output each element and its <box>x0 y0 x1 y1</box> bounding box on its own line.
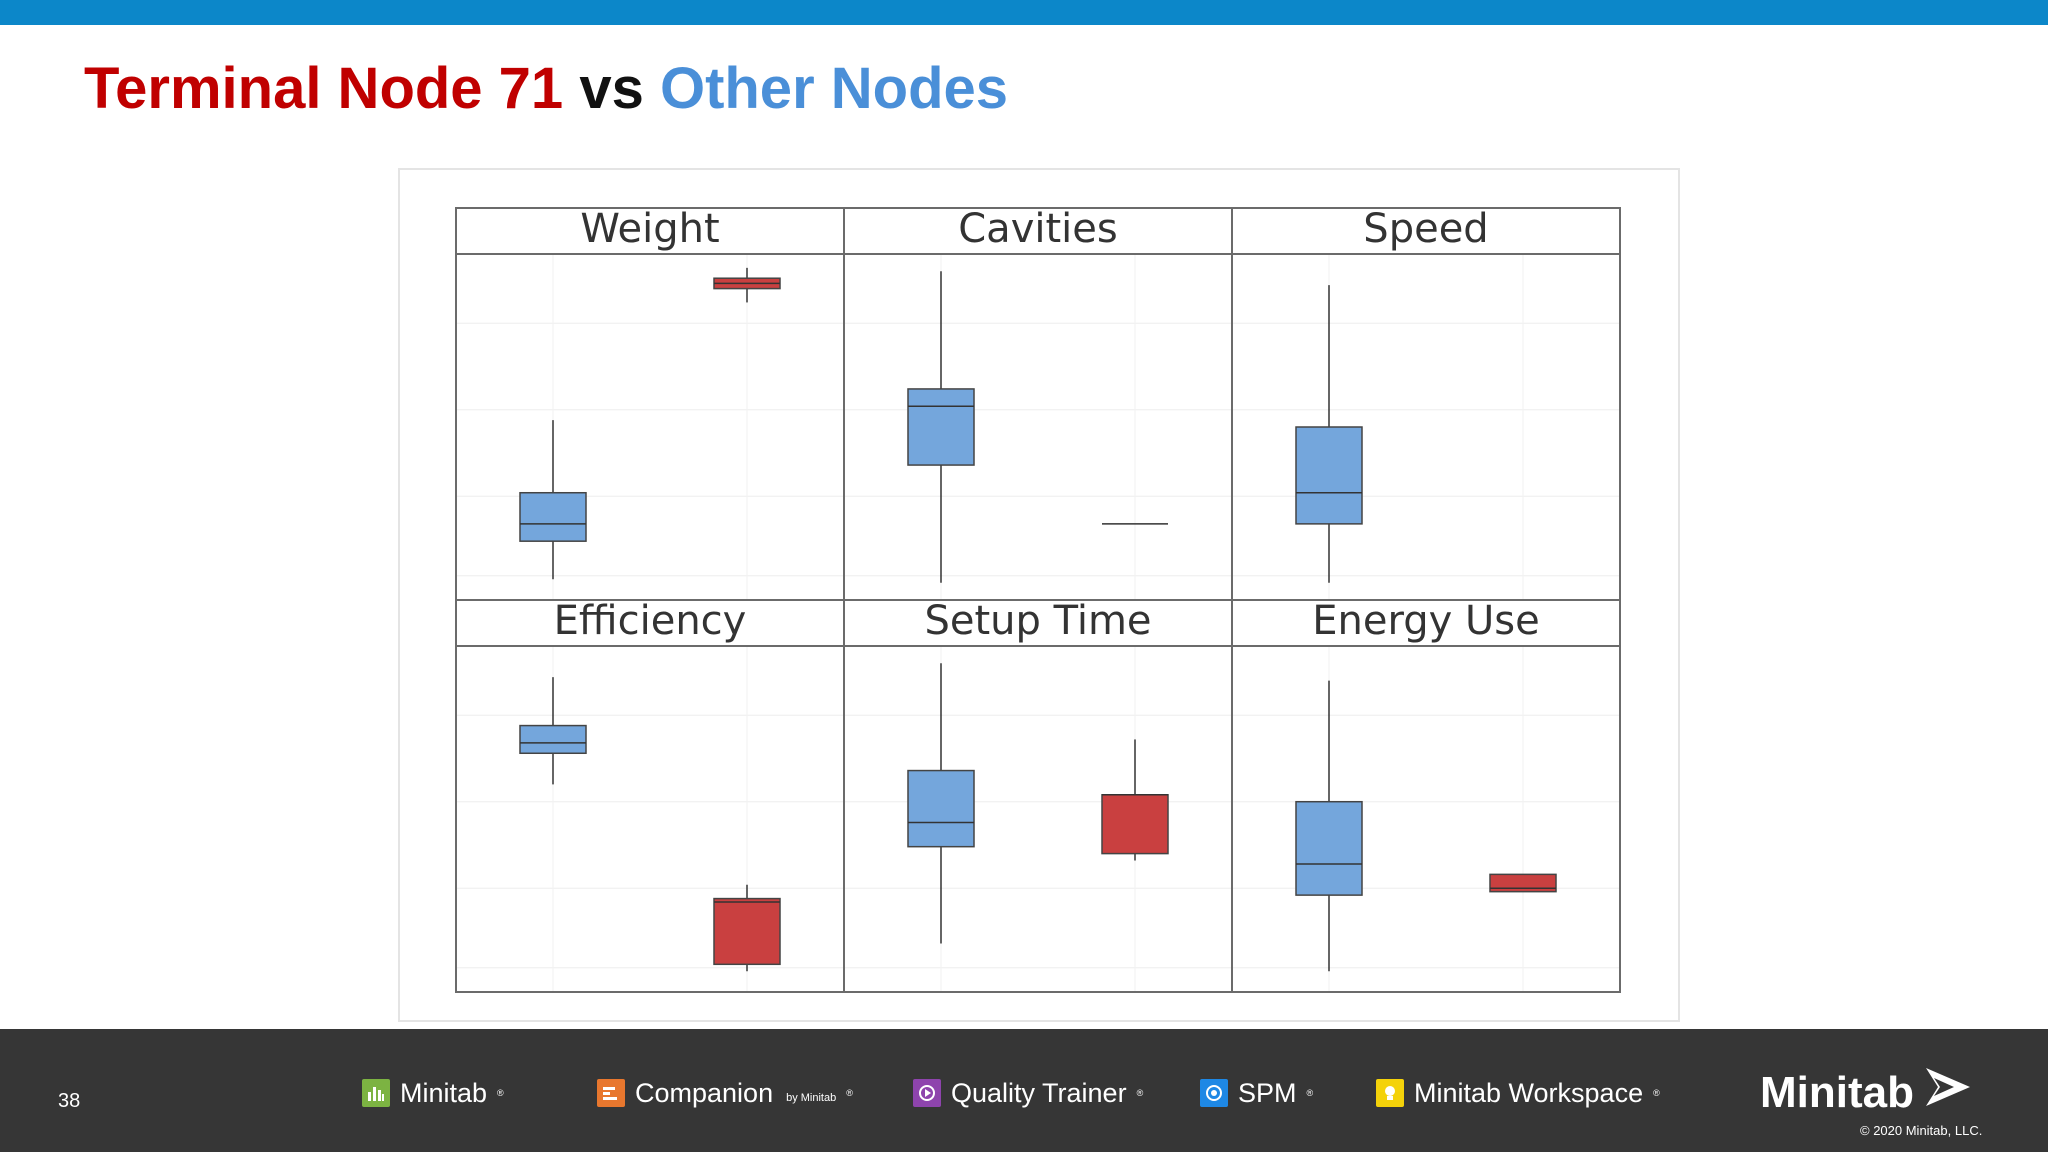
panel-header <box>455 599 845 647</box>
product-label: Minitab Workspace <box>1414 1077 1644 1108</box>
footer-product-companion[interactable]: Companion by Minitab ® <box>597 1078 853 1108</box>
spm-icon <box>1200 1079 1228 1107</box>
box-iqr <box>519 724 587 755</box>
boxplot-figure: Weight Cavities Speed Efficiency Setup Time E… <box>398 168 1680 1022</box>
box-iqr <box>907 769 975 848</box>
box-iqr <box>1295 426 1363 525</box>
quality-trainer-play-icon <box>913 1079 941 1107</box>
title-other-nodes: Other Nodes <box>659 56 1009 121</box>
panel-title: Speed <box>1363 206 1488 252</box>
panel-plot-area <box>844 646 1232 992</box>
page-number: 38 <box>58 1090 81 1112</box>
copyright-text: © 2020 Minitab, LLC. <box>1860 1123 1983 1138</box>
panel-plot-area <box>1232 646 1620 992</box>
panel-plot-area <box>1232 254 1620 600</box>
companion-icon <box>597 1079 625 1107</box>
minitab-logo: Minitab <box>1760 1066 1972 1119</box>
panel-plot-area <box>844 254 1232 600</box>
title-vs: vs <box>579 56 644 121</box>
panel-title: Energy Use <box>1312 598 1539 644</box>
panel-header <box>843 207 1233 255</box>
product-label: SPM <box>1238 1077 1297 1108</box>
panel-title: Weight <box>580 206 719 252</box>
box-iqr <box>1295 800 1363 896</box>
minitab-bar-chart-icon <box>362 1079 390 1107</box>
footer-product-workspace[interactable]: Minitab Workspace ® <box>1376 1078 1660 1108</box>
box-iqr <box>1489 873 1557 893</box>
minitab-arrow-logo-icon <box>1924 1066 1972 1119</box>
slide-title: Terminal Node 71 vs Other Nodes <box>84 60 1008 118</box>
workspace-bulb-icon <box>1376 1079 1404 1107</box>
logo-text: Minitab <box>1760 1067 1914 1117</box>
panel-plot-border <box>1231 645 1621 993</box>
boxplot-panels-svg: Weight Cavities Speed Efficiency Setup Time E… <box>455 206 1621 993</box>
panel-header <box>843 599 1233 647</box>
box-iqr <box>713 897 781 966</box>
footer-product-minitab[interactable]: Minitab ® <box>362 1078 504 1108</box>
footer-product-spm[interactable]: SPM ® <box>1200 1078 1313 1108</box>
panel-plot-area <box>456 646 844 992</box>
product-label: Quality Trainer <box>951 1077 1127 1108</box>
title-terminal-node: Terminal Node 71 <box>84 56 564 121</box>
footer-bar <box>0 1029 2048 1152</box>
box-iqr <box>907 388 975 466</box>
box-iqr <box>519 491 587 542</box>
product-label: Minitab <box>400 1077 488 1108</box>
top-accent-bar <box>0 0 2048 25</box>
panel-header <box>1231 207 1621 255</box>
panel-title: Cavities <box>958 206 1117 252</box>
panel-title: Setup Time <box>924 598 1151 644</box>
product-label: Companion <box>635 1077 774 1108</box>
panel-title: Efficiency <box>554 598 747 644</box>
panel-plot-area <box>456 254 844 600</box>
panel-header <box>1231 599 1621 647</box>
box-iqr <box>1101 794 1169 855</box>
footer-product-quality-trainer[interactable]: Quality Trainer ® <box>913 1078 1143 1108</box>
product-sublabel: by Minitab <box>786 1092 837 1104</box>
